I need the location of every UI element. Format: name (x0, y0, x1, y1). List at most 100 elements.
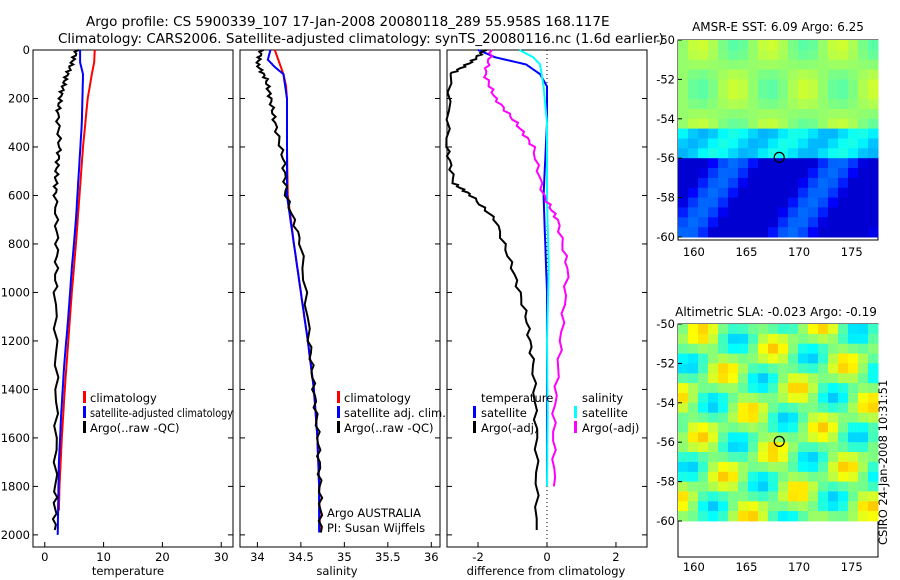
heatmap-cell (698, 158, 709, 169)
series-line-temperature-argo (445, 49, 540, 530)
heatmap-cell (798, 187, 809, 199)
heatmap-cell (828, 118, 839, 130)
heatmap-cell (758, 227, 769, 238)
heatmap-cell (788, 148, 799, 159)
heatmap-cell (828, 69, 839, 80)
heatmap-cell (678, 177, 689, 189)
heatmap-cell (698, 59, 709, 70)
heatmap-cell (798, 442, 809, 453)
map-y-tick-label: -50 (656, 33, 675, 47)
heatmap-cell (848, 227, 859, 238)
heatmap-cell (818, 491, 829, 502)
heatmap-cell (728, 177, 739, 189)
heatmap-cell (768, 158, 779, 169)
heatmap-cell (838, 324, 849, 335)
heatmap-cell (858, 79, 869, 90)
heatmap-cell (848, 324, 859, 335)
heatmap-cell (808, 59, 819, 70)
float-owner-label: Argo AUSTRALIA (327, 506, 421, 520)
heatmap-cell (788, 481, 799, 492)
csiro-timestamp-label: CSIRO 24-Jan-2008 10:31:51 (876, 380, 890, 545)
heatmap-cell (838, 59, 849, 70)
heatmap-cell (678, 343, 689, 354)
heatmap-cell (858, 197, 869, 208)
heatmap-cell (688, 442, 699, 453)
heatmap-cell (828, 501, 839, 512)
heatmap-cell (678, 383, 689, 394)
legend-swatch-satellite-adjusted (83, 406, 86, 418)
heatmap-cell (828, 461, 839, 473)
heatmap-cell (788, 373, 799, 384)
heatmap-cell (778, 511, 789, 522)
heatmap-cell (738, 432, 749, 443)
series-line-salinity-argo (482, 49, 570, 487)
heatmap-cell (758, 412, 769, 423)
heatmap-cell (758, 99, 769, 110)
heatmap-cell (708, 158, 719, 169)
heatmap-cell (778, 49, 789, 61)
heatmap-cell (868, 471, 879, 483)
heatmap-cell (778, 333, 789, 345)
heatmap-cell (788, 324, 799, 335)
heatmap-cell (848, 452, 859, 463)
heatmap-cell (868, 148, 879, 159)
heatmap-cell (838, 109, 849, 120)
heatmap-cell (688, 89, 699, 100)
heatmap-cell (828, 392, 839, 404)
heatmap-cell (708, 511, 719, 522)
heatmap-cell (868, 432, 879, 443)
heatmap-cell (708, 49, 719, 61)
heatmap-cell (808, 168, 819, 179)
heatmap-cell (828, 227, 839, 238)
heatmap-cell (718, 168, 729, 179)
heatmap-cell (818, 217, 829, 228)
heatmap-cell (798, 481, 809, 492)
heatmap-cell (748, 501, 759, 512)
heatmap-cell (698, 118, 709, 130)
salinity-xlabel: salinity (316, 564, 357, 578)
heatmap-cell (738, 109, 749, 120)
heatmap-cell (718, 491, 729, 502)
heatmap-cell (718, 353, 729, 364)
x-tick-label: 34.5 (288, 550, 314, 564)
temperature-legend: climatology satellite-adjusted climatolo… (83, 391, 233, 435)
heatmap-cell (788, 392, 799, 404)
legend-label-temp-argo: Argo(-adj) (481, 421, 538, 435)
heatmap-cell (708, 207, 719, 218)
heatmap-cell (758, 422, 769, 433)
heatmap-cell (818, 187, 829, 199)
heatmap-cell (718, 187, 729, 199)
heatmap-cell (738, 227, 749, 238)
heatmap-cell (808, 40, 819, 51)
heatmap-cell (678, 118, 689, 130)
heatmap-cell (718, 511, 729, 522)
heatmap-cell (698, 89, 709, 100)
heatmap-cell (678, 471, 689, 483)
heatmap-cell (748, 333, 759, 345)
heatmap-cell (808, 501, 819, 512)
heatmap-cell (818, 402, 829, 414)
heatmap-cell (778, 158, 789, 169)
heatmap-cell (768, 353, 779, 364)
heatmap-cell (788, 471, 799, 483)
heatmap-cell (678, 109, 689, 120)
heatmap-cell (868, 168, 879, 179)
heatmap-cell (718, 118, 729, 130)
heatmap-cell (748, 89, 759, 100)
heatmap-cell (788, 343, 799, 354)
heatmap-cell (838, 363, 849, 374)
sla-heatmap-cells (678, 324, 879, 522)
heatmap-cell (858, 187, 869, 199)
heatmap-cell (828, 422, 839, 433)
heatmap-cell (728, 402, 739, 414)
heatmap-cell (678, 99, 689, 110)
heatmap-cell (838, 99, 849, 110)
heatmap-cell (758, 324, 769, 335)
heatmap-cell (748, 69, 759, 80)
heatmap-cell (698, 148, 709, 159)
heatmap-cell (858, 392, 869, 404)
temperature-lines (51, 49, 96, 535)
legend-swatch-argo (337, 421, 340, 433)
heatmap-cell (818, 353, 829, 364)
heatmap-cell (808, 442, 819, 453)
